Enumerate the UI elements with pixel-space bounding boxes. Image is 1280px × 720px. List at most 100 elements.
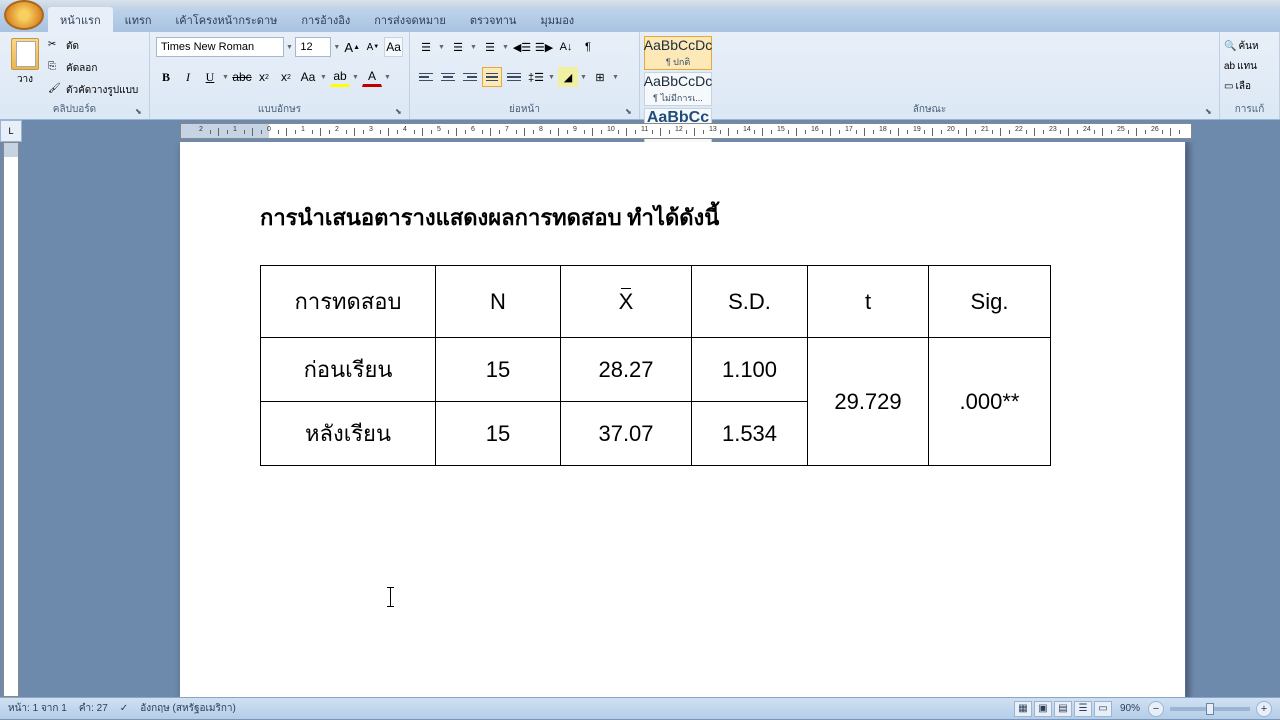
cell-test-0: ก่อนเรียน xyxy=(261,338,436,402)
tab-insert[interactable]: แทรก xyxy=(113,7,164,33)
borders-button[interactable]: ⊞ xyxy=(590,67,610,87)
view-print-layout[interactable]: ▦ xyxy=(1014,701,1032,717)
replace-icon: ab xyxy=(1224,61,1235,72)
distribute-button[interactable] xyxy=(504,67,524,87)
font-group-label: แบบอักษร xyxy=(150,102,409,117)
cell-sig: .000** xyxy=(929,338,1051,466)
copy-button[interactable]: ⎘คัดลอก xyxy=(48,58,138,78)
statusbar: หน้า: 1 จาก 1 คำ: 27 ✓ อังกฤษ (สหรัฐอเมร… xyxy=(0,697,1280,719)
bullets-button[interactable]: ☰ xyxy=(416,37,436,57)
justify-button[interactable] xyxy=(482,67,502,87)
status-language[interactable]: อังกฤษ (สหรัฐอเมริกา) xyxy=(140,701,236,716)
editing-group-label: การแก้ xyxy=(1220,102,1279,117)
numbering-button[interactable]: ☰ xyxy=(448,37,468,57)
shrink-font-button[interactable]: A▼ xyxy=(364,37,383,57)
status-words[interactable]: คำ: 27 xyxy=(79,701,108,716)
select-button[interactable]: ▭เลือ xyxy=(1224,76,1275,96)
th-sd: S.D. xyxy=(692,266,808,338)
cut-button[interactable]: ✂ตัด xyxy=(48,36,138,56)
superscript-button[interactable]: x2 xyxy=(276,67,296,87)
align-right-button[interactable] xyxy=(460,67,480,87)
zoom-thumb[interactable] xyxy=(1206,703,1214,715)
font-expand[interactable]: ⬊ xyxy=(395,107,405,117)
paste-label: วาง xyxy=(17,72,33,87)
font-size-dropdown[interactable]: ▼ xyxy=(333,44,340,51)
group-clipboard: วาง ✂ตัด ⎘คัดลอก 🖌ตัวคัดวางรูปแบบ คลิปบอ… xyxy=(0,32,150,119)
ruler-area: L 21012345678910111213141516171819202122… xyxy=(0,120,1280,142)
view-fullscreen[interactable]: ▣ xyxy=(1034,701,1052,717)
view-web[interactable]: ▤ xyxy=(1054,701,1072,717)
shading-button[interactable]: ◢ xyxy=(558,67,578,87)
th-n: N xyxy=(436,266,561,338)
grow-font-button[interactable]: A▲ xyxy=(343,37,362,57)
increase-indent-button[interactable]: ☰▶ xyxy=(534,37,554,57)
line-spacing-button[interactable]: ‡☰ xyxy=(526,67,546,87)
format-painter-button[interactable]: 🖌ตัวคัดวางรูปแบบ xyxy=(48,80,138,100)
document-title: การนำเสนอตารางแสดงผลการทดสอบ ทำได้ดังนี้ xyxy=(260,200,1105,235)
view-outline[interactable]: ☰ xyxy=(1074,701,1092,717)
paste-button[interactable]: วาง xyxy=(6,34,44,104)
th-test: การทดสอบ xyxy=(261,266,436,338)
vertical-ruler[interactable] xyxy=(3,142,19,697)
zoom-value[interactable]: 90% xyxy=(1120,703,1140,714)
ruler-corner[interactable]: L xyxy=(0,120,22,142)
cell-sd-1: 1.534 xyxy=(692,402,808,466)
paragraph-expand[interactable]: ⬊ xyxy=(625,107,635,117)
clipboard-expand[interactable]: ⬊ xyxy=(135,107,145,117)
cell-t: 29.729 xyxy=(808,338,929,466)
th-xbar: X xyxy=(561,266,692,338)
style-nospacing[interactable]: AaBbCcDc¶ ไม่มีการเ... xyxy=(644,72,712,106)
find-button[interactable]: 🔍ค้นห xyxy=(1224,36,1275,56)
status-page[interactable]: หน้า: 1 จาก 1 xyxy=(8,701,67,716)
styles-expand[interactable]: ⬊ xyxy=(1205,107,1215,117)
style-normal[interactable]: AaBbCcDc¶ ปกติ xyxy=(644,36,712,70)
tab-pagelayout[interactable]: เค้าโครงหน้ากระดาษ xyxy=(164,7,290,33)
tab-home[interactable]: หน้าแรก xyxy=(48,7,113,33)
group-font: ▼ ▼ A▲ A▼ Aa B I U▼ abc x2 x2 Aa▼ ab▼ A▼… xyxy=(150,32,410,119)
group-styles: AaBbCcDc¶ ปกติ AaBbCcDc¶ ไม่มีการเ... Aa… xyxy=(640,32,1220,119)
font-name-dropdown[interactable]: ▼ xyxy=(286,44,293,51)
zoom-out-button[interactable]: − xyxy=(1148,701,1164,717)
horizontal-ruler[interactable]: 2101234567891011121314151617181920212223… xyxy=(180,123,1192,139)
view-draft[interactable]: ▭ xyxy=(1094,701,1112,717)
cell-sd-0: 1.100 xyxy=(692,338,808,402)
zoom-slider[interactable] xyxy=(1170,707,1250,711)
subscript-button[interactable]: x2 xyxy=(254,67,274,87)
font-size-input[interactable] xyxy=(295,37,331,57)
select-icon: ▭ xyxy=(1224,81,1233,92)
italic-button[interactable]: I xyxy=(178,67,198,87)
underline-button[interactable]: U xyxy=(200,67,220,87)
clipboard-group-label: คลิปบอร์ด xyxy=(0,102,149,117)
cell-xbar-1: 37.07 xyxy=(561,402,692,466)
tab-mailings[interactable]: การส่งจดหมาย xyxy=(362,7,458,33)
strikethrough-button[interactable]: abc xyxy=(232,67,252,87)
vertical-ruler-wrap xyxy=(0,142,22,697)
cell-xbar-0: 28.27 xyxy=(561,338,692,402)
spellcheck-icon[interactable]: ✓ xyxy=(120,703,128,714)
office-button[interactable] xyxy=(4,0,44,30)
table-row: ก่อนเรียน 15 28.27 1.100 29.729 .000** xyxy=(261,338,1051,402)
font-color-button[interactable]: A xyxy=(362,67,382,87)
paste-icon xyxy=(11,38,39,70)
text-cursor xyxy=(390,587,391,607)
show-marks-button[interactable]: ¶ xyxy=(578,37,598,57)
multilevel-button[interactable]: ☰ xyxy=(480,37,500,57)
tab-review[interactable]: ตรวจทาน xyxy=(458,7,529,33)
align-center-button[interactable] xyxy=(438,67,458,87)
bold-button[interactable]: B xyxy=(156,67,176,87)
align-left-button[interactable] xyxy=(416,67,436,87)
clear-format-button[interactable]: Aa xyxy=(384,37,403,57)
tab-references[interactable]: การอ้างอิง xyxy=(289,7,362,33)
zoom-in-button[interactable]: + xyxy=(1256,701,1272,717)
copy-icon: ⎘ xyxy=(48,61,62,75)
sort-button[interactable]: A↓ xyxy=(556,37,576,57)
highlight-button[interactable]: ab xyxy=(330,67,350,87)
replace-button[interactable]: abแทน xyxy=(1224,56,1275,76)
page-shadow xyxy=(1186,142,1194,697)
page[interactable]: การนำเสนอตารางแสดงผลการทดสอบ ทำได้ดังนี้… xyxy=(180,142,1185,697)
cell-test-1: หลังเรียน xyxy=(261,402,436,466)
font-name-input[interactable] xyxy=(156,37,284,57)
change-case-button[interactable]: Aa xyxy=(298,67,318,87)
tab-view[interactable]: มุมมอง xyxy=(528,7,586,33)
decrease-indent-button[interactable]: ◀☰ xyxy=(512,37,532,57)
